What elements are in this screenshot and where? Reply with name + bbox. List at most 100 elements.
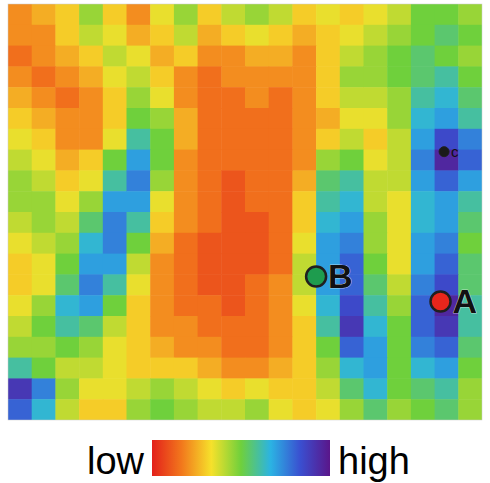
- heat-cell: [79, 170, 103, 191]
- heat-cell: [55, 129, 79, 150]
- heat-cell: [103, 170, 127, 191]
- heat-cell: [411, 274, 435, 295]
- heat-cell: [269, 191, 293, 212]
- heat-cell: [269, 150, 293, 171]
- heat-cell: [340, 25, 364, 46]
- heat-cell: [316, 46, 340, 67]
- heat-cell: [150, 295, 174, 316]
- heat-cell: [32, 274, 56, 295]
- heat-cell: [198, 378, 222, 399]
- point-marker: [306, 266, 326, 286]
- heat-cell: [8, 191, 32, 212]
- heat-cell: [32, 233, 56, 254]
- heat-cell: [32, 316, 56, 337]
- heat-cell: [458, 108, 482, 129]
- heat-cell: [245, 129, 269, 150]
- heat-cell: [198, 212, 222, 233]
- heat-cell: [316, 66, 340, 87]
- heat-cell: [316, 108, 340, 129]
- heat-cell: [103, 295, 127, 316]
- heat-cell: [55, 316, 79, 337]
- heat-cell: [221, 4, 245, 25]
- heat-cell: [340, 399, 364, 420]
- heat-cell: [364, 191, 388, 212]
- heat-cell: [269, 87, 293, 108]
- heat-cell: [32, 254, 56, 275]
- heat-cell: [174, 254, 198, 275]
- heat-cell: [8, 4, 32, 25]
- heat-cell: [245, 108, 269, 129]
- heat-cell: [435, 358, 459, 379]
- heat-cell: [269, 337, 293, 358]
- heat-cell: [32, 295, 56, 316]
- heat-cell: [127, 254, 151, 275]
- heat-cell: [292, 4, 316, 25]
- heat-cell: [150, 4, 174, 25]
- heat-cell: [435, 46, 459, 67]
- heat-cell: [269, 108, 293, 129]
- heat-cell: [8, 399, 32, 420]
- heat-cell: [292, 233, 316, 254]
- heat-cell: [79, 108, 103, 129]
- heat-cell: [174, 233, 198, 254]
- heat-cell: [458, 87, 482, 108]
- heat-cell: [245, 25, 269, 46]
- heat-cell: [340, 191, 364, 212]
- heat-cell: [127, 399, 151, 420]
- heat-cell: [245, 212, 269, 233]
- heat-cell: [127, 4, 151, 25]
- heat-cell: [174, 399, 198, 420]
- heat-cell: [364, 170, 388, 191]
- heat-cell: [127, 129, 151, 150]
- heat-cell: [387, 46, 411, 67]
- heat-cell: [316, 337, 340, 358]
- heat-cell: [55, 191, 79, 212]
- heat-cell: [435, 337, 459, 358]
- heat-cell: [8, 170, 32, 191]
- heat-cell: [8, 316, 32, 337]
- heat-cell: [364, 25, 388, 46]
- heat-cell: [435, 378, 459, 399]
- heat-cell: [127, 25, 151, 46]
- heat-cell: [174, 274, 198, 295]
- heat-cell: [340, 4, 364, 25]
- heat-cell: [245, 254, 269, 275]
- heat-cell: [411, 399, 435, 420]
- heat-cell: [79, 337, 103, 358]
- heat-cell: [103, 358, 127, 379]
- heat-cell: [245, 191, 269, 212]
- heat-cell: [174, 4, 198, 25]
- heat-cell: [79, 295, 103, 316]
- heat-cell: [411, 87, 435, 108]
- heat-cell: [174, 358, 198, 379]
- heat-cell: [127, 170, 151, 191]
- heat-cell: [8, 66, 32, 87]
- heat-cell: [79, 399, 103, 420]
- heat-cell: [340, 212, 364, 233]
- heat-cell: [55, 274, 79, 295]
- heat-cell: [79, 87, 103, 108]
- heat-cell: [435, 399, 459, 420]
- heat-cell: [292, 337, 316, 358]
- heat-cell: [32, 150, 56, 171]
- heat-cell: [198, 254, 222, 275]
- heat-cell: [79, 66, 103, 87]
- heat-cell: [32, 399, 56, 420]
- heat-cell: [458, 25, 482, 46]
- heat-cell: [127, 46, 151, 67]
- heat-cell: [435, 233, 459, 254]
- heat-cell: [221, 233, 245, 254]
- heat-cell: [340, 337, 364, 358]
- heat-cell: [55, 87, 79, 108]
- heat-cell: [387, 254, 411, 275]
- heat-cell: [198, 150, 222, 171]
- heat-cell: [411, 191, 435, 212]
- heat-cell: [387, 4, 411, 25]
- heat-cell: [198, 87, 222, 108]
- heat-cell: [435, 25, 459, 46]
- heat-cell: [79, 274, 103, 295]
- heat-cell: [127, 212, 151, 233]
- heat-cell: [55, 25, 79, 46]
- heat-cell: [364, 274, 388, 295]
- heat-cell: [387, 191, 411, 212]
